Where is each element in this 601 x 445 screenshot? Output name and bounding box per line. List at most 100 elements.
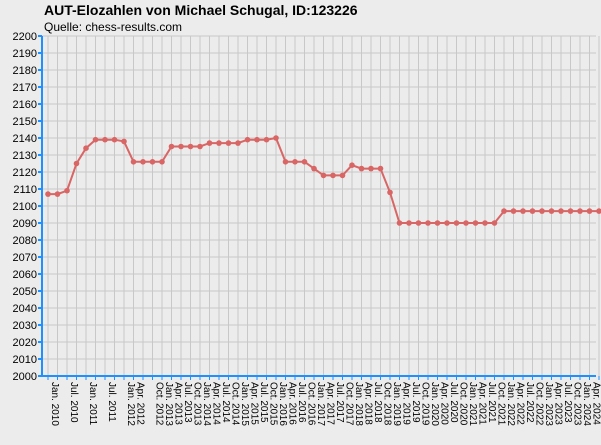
x-tick-label: Jul. 2019 bbox=[410, 382, 421, 423]
data-point bbox=[102, 136, 108, 143]
x-tick-label: Jan. 2011 bbox=[87, 382, 98, 426]
data-point bbox=[453, 220, 460, 226]
x-tick-label: Oct. 2018 bbox=[382, 382, 393, 426]
y-tick-label: 2010 bbox=[13, 354, 37, 366]
data-point bbox=[472, 220, 479, 226]
data-point bbox=[501, 208, 507, 214]
data-point bbox=[244, 136, 251, 143]
y-tick-label: 2120 bbox=[13, 167, 37, 179]
x-tick-label: Oct. 2013 bbox=[192, 382, 203, 426]
data-point bbox=[586, 208, 593, 214]
data-point bbox=[358, 165, 365, 172]
data-point bbox=[130, 159, 137, 165]
data-point bbox=[463, 220, 469, 226]
data-point bbox=[301, 159, 308, 165]
x-tick-label: Oct. 2014 bbox=[230, 382, 241, 426]
x-tick-label: Apr. 2022 bbox=[515, 382, 526, 425]
y-tick-label: 2140 bbox=[13, 133, 37, 145]
y-tick-label: 2200 bbox=[13, 31, 37, 43]
data-point bbox=[273, 135, 279, 141]
data-point bbox=[149, 159, 156, 165]
x-tick-label: Apr. 2015 bbox=[249, 382, 260, 425]
x-tick-label: Jul. 2022 bbox=[524, 382, 535, 423]
data-point bbox=[187, 143, 194, 150]
data-point bbox=[387, 189, 393, 196]
x-tick-label: Jan. 2013 bbox=[163, 382, 174, 426]
data-point bbox=[292, 159, 298, 165]
data-point bbox=[330, 172, 336, 179]
x-tick-label: Jan. 2024 bbox=[581, 382, 592, 426]
data-point bbox=[377, 165, 384, 172]
x-tick-label: Jul. 2021 bbox=[486, 382, 497, 423]
data-point bbox=[491, 220, 498, 226]
y-tick-label: 2160 bbox=[13, 99, 37, 111]
data-point bbox=[73, 160, 80, 167]
data-point bbox=[121, 138, 127, 145]
data-point bbox=[510, 208, 517, 214]
x-tick-label: Apr. 2017 bbox=[325, 382, 336, 425]
data-point bbox=[64, 187, 70, 194]
data-point bbox=[159, 159, 165, 165]
y-tick-label: 2130 bbox=[13, 150, 37, 162]
data-point bbox=[140, 159, 146, 165]
y-tick-label: 2190 bbox=[13, 48, 37, 60]
y-tick-label: 2170 bbox=[13, 82, 37, 94]
chart-title: AUT-Elozahlen von Michael Schugal, ID:12… bbox=[44, 2, 358, 18]
x-tick-label: Jul. 2023 bbox=[562, 382, 573, 423]
data-point bbox=[434, 220, 441, 226]
data-point bbox=[206, 140, 213, 146]
x-tick-label: Jan. 2015 bbox=[239, 382, 250, 426]
x-tick-label: Oct. 2012 bbox=[154, 382, 165, 426]
x-tick-label: Jan. 2021 bbox=[467, 382, 478, 426]
x-tick-label: Oct. 2022 bbox=[534, 382, 545, 426]
data-point bbox=[83, 145, 89, 151]
data-point bbox=[111, 136, 118, 143]
data-point bbox=[368, 165, 374, 172]
x-tick-label: Jul. 2011 bbox=[106, 382, 117, 422]
data-point bbox=[235, 140, 241, 146]
x-tick-labels: Jan. 2010 Jul. 2010 Jan. 2011 Jul. 2011 Jan.… bbox=[49, 382, 601, 426]
data-point bbox=[444, 220, 450, 226]
y-tick-label: 2080 bbox=[13, 235, 37, 247]
data-point bbox=[263, 136, 270, 143]
x-tick-label: Apr. 2014 bbox=[211, 382, 222, 425]
x-tick-label: Apr. 2012 bbox=[135, 382, 146, 425]
x-tick-label: Oct. 2016 bbox=[306, 382, 317, 426]
data-point bbox=[406, 220, 412, 226]
x-tick-label: Oct. 2019 bbox=[420, 382, 431, 426]
data-point bbox=[168, 143, 175, 150]
x-tick-label: Oct. 2020 bbox=[458, 382, 469, 426]
x-tick-label: Jul. 2015 bbox=[258, 382, 269, 423]
x-tick-label: Jul. 2014 bbox=[220, 382, 231, 423]
y-tick-label: 2180 bbox=[13, 65, 37, 77]
x-tick-label: Jul. 2016 bbox=[296, 382, 307, 423]
data-point bbox=[225, 140, 232, 146]
x-tick-label: Jan. 2023 bbox=[543, 382, 554, 426]
data-point bbox=[596, 208, 601, 214]
x-tick-label: Jul. 2020 bbox=[448, 382, 459, 423]
data-point bbox=[548, 208, 555, 214]
y-tick-label: 2070 bbox=[13, 252, 37, 264]
data-point bbox=[425, 220, 431, 226]
data-point bbox=[197, 143, 203, 150]
data-point bbox=[539, 208, 545, 214]
data-point bbox=[567, 208, 574, 214]
y-tick-label: 2050 bbox=[13, 286, 37, 298]
chart-subtitle: Quelle: chess-results.com bbox=[44, 20, 183, 34]
y-tick-label: 2110 bbox=[13, 184, 37, 196]
x-tick-label: Oct. 2023 bbox=[572, 382, 583, 426]
x-tick-label: Apr. 2021 bbox=[477, 382, 488, 425]
data-point bbox=[216, 140, 222, 146]
data-point bbox=[520, 208, 526, 214]
data-point bbox=[558, 208, 564, 214]
data-point bbox=[577, 208, 583, 214]
x-tick-label: Jan. 2012 bbox=[125, 382, 136, 426]
y-tick-label: 2150 bbox=[13, 116, 37, 128]
x-tick-label: Jan. 2016 bbox=[277, 382, 288, 426]
x-tick-label: Jul. 2013 bbox=[182, 382, 193, 423]
y-tick-label: 2090 bbox=[13, 218, 37, 230]
data-point bbox=[482, 220, 488, 226]
x-tick-label: Jan. 2014 bbox=[201, 382, 212, 426]
y-tick-label: 2030 bbox=[13, 320, 37, 332]
